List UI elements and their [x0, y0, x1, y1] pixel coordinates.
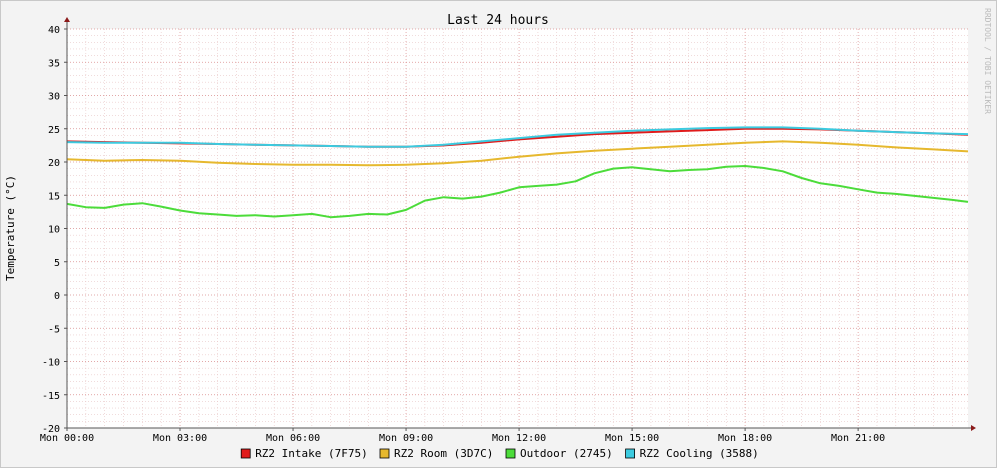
series-line-2: [66, 140, 969, 167]
series-line-4: [66, 126, 969, 148]
y-tick-label: 30: [48, 92, 60, 103]
legend-swatch: [505, 448, 516, 459]
x-tick-label: Mon 09:00: [379, 433, 433, 444]
y-tick-label: 15: [48, 191, 60, 202]
x-tick-label: Mon 15:00: [605, 433, 659, 444]
legend-item-3: Outdoor (2745): [505, 447, 613, 460]
series-line-3: [66, 165, 969, 219]
x-tick-label: Mon 06:00: [266, 433, 320, 444]
legend-item-1: RZ2 Intake (7F75): [240, 447, 368, 460]
y-tick-label: 0: [54, 291, 60, 302]
x-tick-label: Mon 00:00: [40, 433, 94, 444]
x-axis-arrow-icon: [971, 425, 976, 431]
legend-swatch: [240, 448, 251, 459]
x-tick-label: Mon 03:00: [153, 433, 207, 444]
legend-item-2: RZ2 Room (3D7C): [379, 447, 493, 460]
y-tick-label: -5: [48, 324, 60, 335]
x-tick-label: Mon 12:00: [492, 433, 546, 444]
legend-label: RZ2 Cooling (3588): [640, 447, 759, 460]
y-tick-label: 40: [48, 25, 60, 36]
chart-title: Last 24 hours: [447, 13, 549, 28]
legend-swatch: [625, 448, 635, 459]
y-tick-label: -15: [42, 391, 60, 402]
legend-swatch: [379, 448, 390, 459]
y-tick-label: 20: [48, 158, 60, 169]
y-axis-label: Temperature (°C): [4, 175, 17, 281]
y-tick-label: -20: [42, 424, 60, 435]
y-tick-label: 10: [48, 225, 60, 236]
y-axis-arrow-icon: [64, 17, 70, 22]
y-tick-label: 5: [54, 258, 60, 269]
x-tick-label: Mon 21:00: [831, 433, 885, 444]
legend-item-4: RZ2 Cooling (3588): [625, 447, 759, 460]
legend-label: RZ2 Intake (7F75): [255, 447, 368, 460]
legend-label: Outdoor (2745): [520, 447, 613, 460]
y-tick-label: -10: [42, 358, 60, 369]
y-tick-label: 35: [48, 58, 60, 69]
legend-label: RZ2 Room (3D7C): [394, 447, 493, 460]
rrdtool-watermark: RRDTOOL / TOBI OETIKER: [983, 8, 992, 114]
x-tick-label: Mon 18:00: [718, 433, 772, 444]
y-tick-label: 25: [48, 125, 60, 136]
